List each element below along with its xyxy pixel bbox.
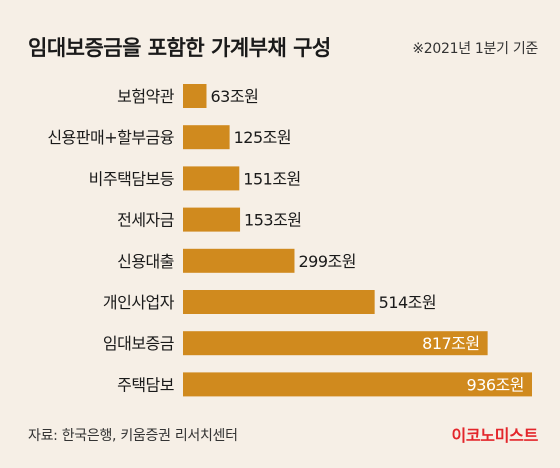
value-label-0: 63조원 bbox=[210, 87, 258, 106]
category-label-1: 신용판매+할부금융 bbox=[47, 128, 174, 147]
value-label-4: 299조원 bbox=[298, 252, 355, 271]
bar-4 bbox=[183, 248, 295, 273]
bar-3 bbox=[183, 207, 241, 232]
value-label-2: 151조원 bbox=[243, 169, 300, 188]
value-label-7: 936조원 bbox=[467, 375, 524, 394]
bar-7 bbox=[183, 372, 532, 397]
value-label-1: 125조원 bbox=[234, 128, 291, 147]
chart-note: ※2021년 1분기 기준 bbox=[412, 41, 538, 57]
value-label-3: 153조원 bbox=[244, 211, 301, 230]
source-note: 자료: 한국은행, 키움증권 리서치센터 bbox=[28, 428, 238, 444]
chart-title: 임대보증금을 포함한 가계부채 구성 bbox=[28, 36, 331, 60]
category-label-2: 비주택담보등 bbox=[89, 169, 174, 188]
value-label-5: 514조원 bbox=[379, 293, 436, 312]
category-label-0: 보험약관 bbox=[117, 87, 175, 106]
bar-5 bbox=[183, 290, 375, 314]
bar-1 bbox=[183, 125, 230, 150]
category-label-7: 주택담보 bbox=[117, 375, 174, 394]
category-label-5: 개인사업자 bbox=[103, 293, 175, 312]
category-label-3: 전세자금 bbox=[117, 211, 174, 230]
category-label-4: 신용대출 bbox=[117, 252, 174, 271]
value-label-6: 817조원 bbox=[422, 334, 479, 353]
brand-logo: 이코노미스트 bbox=[451, 426, 538, 445]
category-label-6: 임대보증금 bbox=[103, 334, 174, 353]
bar-6 bbox=[183, 331, 488, 356]
bar-0 bbox=[183, 84, 207, 108]
bar-2 bbox=[183, 166, 240, 191]
